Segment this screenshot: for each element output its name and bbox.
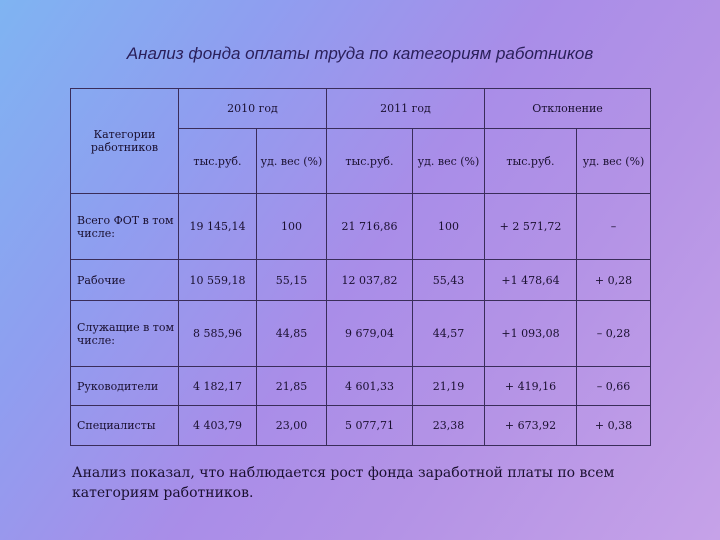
sub-header: уд. вес (%) <box>256 128 327 194</box>
table-cell: 44,57 <box>412 300 485 367</box>
row-category: Руководители <box>70 366 179 406</box>
table-cell: 23,38 <box>412 405 485 446</box>
table-cell: +1 478,64 <box>484 259 577 301</box>
row-category: Рабочие <box>70 259 179 301</box>
table-cell: 9 679,04 <box>326 300 413 367</box>
table-header-row-groups: Категории работников 2010 год 2011 год О… <box>70 88 652 194</box>
group-header-deviation: Отклонение <box>483 88 652 129</box>
sub-header: тыс.руб. <box>326 128 413 194</box>
table-cell: 8 585,96 <box>178 300 257 367</box>
table-row: Всего ФОТ в том числе: 19 145,14 100 21 … <box>70 193 652 260</box>
table-cell: + 0,38 <box>575 405 652 446</box>
table-cell: +1 093,08 <box>484 300 577 367</box>
row-category: Всего ФОТ в том числе: <box>70 193 179 260</box>
sub-header: уд. вес (%) <box>412 128 485 194</box>
group-header-2010: 2010 год <box>178 88 327 129</box>
table-cell: 12 037,82 <box>326 259 413 301</box>
table-cell: 21 716,86 <box>326 193 413 260</box>
table-header-row-units: тыс.руб. уд. вес (%) тыс.руб. уд. вес (%… <box>71 128 652 194</box>
table-cell: 23,00 <box>256 405 327 446</box>
table-cell: – <box>575 193 652 260</box>
table-cell: 4 182,17 <box>178 366 257 406</box>
table-row: Рабочие 10 559,18 55,15 12 037,82 55,43 … <box>70 259 652 301</box>
table-cell: + 2 571,72 <box>484 193 577 260</box>
sub-header: тыс.руб. <box>484 128 577 194</box>
table-cell: 21,85 <box>256 366 327 406</box>
row-category: Служащие в том числе: <box>70 300 179 367</box>
table-cell: 4 403,79 <box>178 405 257 446</box>
table-cell: + 673,92 <box>484 405 577 446</box>
category-header: Категории работников <box>70 88 179 194</box>
table-cell: 10 559,18 <box>178 259 257 301</box>
table-cell: – 0,28 <box>575 300 652 367</box>
payroll-table: Категории работников 2010 год 2011 год О… <box>70 88 652 446</box>
table-cell: 55,43 <box>412 259 485 301</box>
table-row: Руководители 4 182,17 21,85 4 601,33 21,… <box>70 366 652 406</box>
table-cell: – 0,66 <box>575 366 652 406</box>
sub-header: уд. вес (%) <box>575 128 652 194</box>
table-cell: + 0,28 <box>575 259 652 301</box>
table-cell: 100 <box>412 193 485 260</box>
table-cell: + 419,16 <box>484 366 577 406</box>
table-cell: 55,15 <box>256 259 327 301</box>
sub-header: тыс.руб. <box>178 128 257 194</box>
table-cell: 4 601,33 <box>326 366 413 406</box>
table-cell: 21,19 <box>412 366 485 406</box>
table-row: Служащие в том числе: 8 585,96 44,85 9 6… <box>70 300 652 367</box>
table-cell: 19 145,14 <box>178 193 257 260</box>
table-row: Специалисты 4 403,79 23,00 5 077,71 23,3… <box>70 405 652 446</box>
group-header-2011: 2011 год <box>326 88 485 129</box>
slide-title: Анализ фонда оплаты труда по категориям … <box>126 44 594 63</box>
table-cell: 5 077,71 <box>326 405 413 446</box>
table-cell: 44,85 <box>256 300 327 367</box>
table-cell: 100 <box>256 193 327 260</box>
row-category: Специалисты <box>70 405 179 446</box>
conclusion-text: Анализ показал, что наблюдается рост фон… <box>72 465 615 501</box>
